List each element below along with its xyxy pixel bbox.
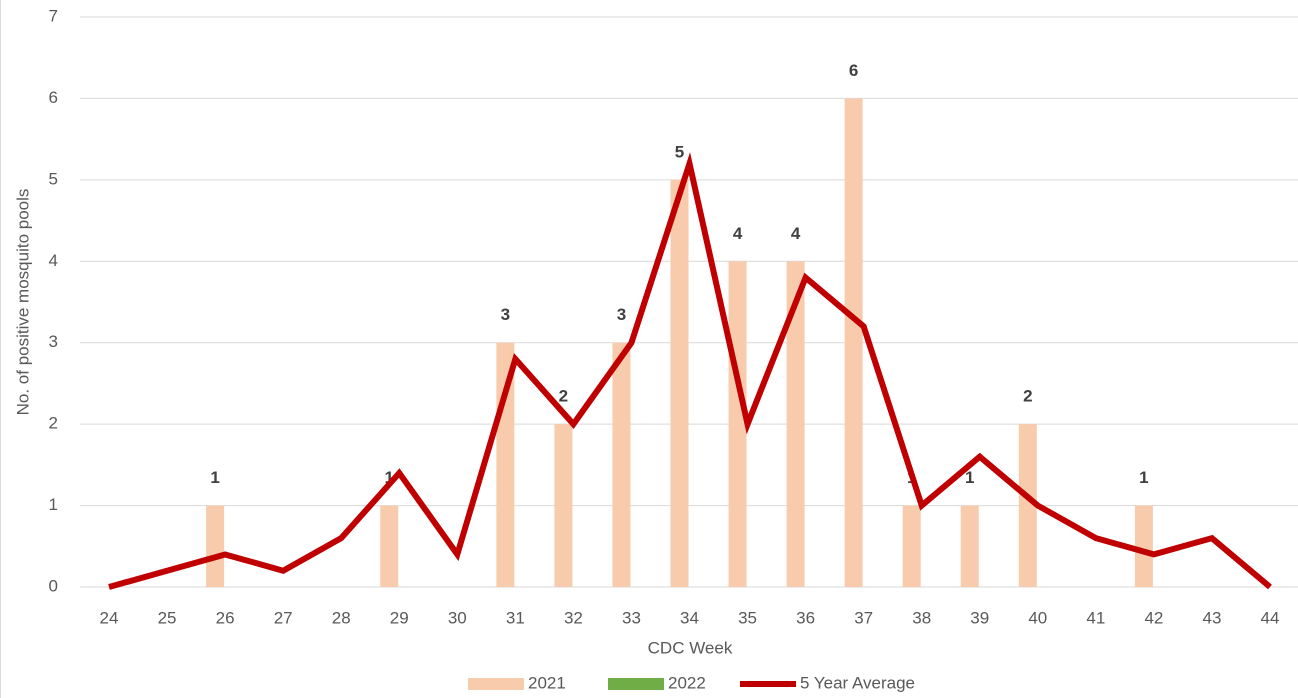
data-label: 1 xyxy=(210,468,219,487)
data-label: 5 xyxy=(675,142,684,161)
data-label: 4 xyxy=(791,224,801,243)
legend-label: 5 Year Average xyxy=(800,673,915,692)
x-tick-label: 26 xyxy=(216,608,235,627)
y-tick-label: 2 xyxy=(49,414,58,433)
legend-swatch xyxy=(468,678,524,690)
x-tick-label: 30 xyxy=(448,608,467,627)
data-label: 4 xyxy=(733,224,743,243)
y-tick-label: 7 xyxy=(49,6,58,25)
x-tick-label: 44 xyxy=(1261,608,1280,627)
data-label: 1 xyxy=(385,468,394,487)
x-tick-label: 40 xyxy=(1028,608,1047,627)
bar xyxy=(670,179,689,587)
legend-swatch xyxy=(608,678,664,690)
bar xyxy=(380,505,399,587)
data-label: 3 xyxy=(617,305,626,324)
data-label: 1 xyxy=(1139,468,1148,487)
bar xyxy=(612,342,631,587)
line xyxy=(108,152,1272,590)
bar xyxy=(1134,505,1153,587)
x-tick-label: 27 xyxy=(274,608,293,627)
y-tick-label: 1 xyxy=(49,495,58,514)
x-tick-label: 33 xyxy=(622,608,641,627)
y-tick-label: 0 xyxy=(49,576,58,595)
x-tick-label: 39 xyxy=(970,608,989,627)
x-tick-label: 36 xyxy=(796,608,815,627)
data-label: 3 xyxy=(501,305,510,324)
x-tick-label: 42 xyxy=(1144,608,1163,627)
y-tick-label: 6 xyxy=(49,88,58,107)
bar xyxy=(786,261,805,587)
data-label: 1 xyxy=(965,468,974,487)
x-tick-label: 34 xyxy=(680,608,699,627)
x-tick-label: 29 xyxy=(390,608,409,627)
x-tick-label: 35 xyxy=(738,608,757,627)
bar xyxy=(960,505,979,587)
x-tick-label: 37 xyxy=(854,608,873,627)
x-tick-label: 31 xyxy=(506,608,525,627)
bar xyxy=(554,424,573,587)
legend-label: 2022 xyxy=(668,673,706,692)
x-tick-label: 43 xyxy=(1202,608,1221,627)
y-tick-label: 4 xyxy=(49,251,58,270)
x-tick-label: 28 xyxy=(332,608,351,627)
bar xyxy=(844,98,863,587)
data-label: 6 xyxy=(849,61,858,80)
y-tick-label: 3 xyxy=(49,332,58,351)
y-axis-label: No. of positive mosquito pools xyxy=(13,189,32,416)
x-tick-label: 32 xyxy=(564,608,583,627)
x-tick-label: 24 xyxy=(100,608,119,627)
bar xyxy=(1018,424,1037,587)
x-tick-label: 41 xyxy=(1086,608,1105,627)
y-tick-label: 5 xyxy=(49,169,58,188)
x-axis-label: CDC Week xyxy=(648,638,733,657)
legend-label: 2021 xyxy=(528,673,566,692)
bar xyxy=(728,261,747,587)
data-label: 2 xyxy=(559,387,568,406)
x-tick-label: 25 xyxy=(158,608,177,627)
bar xyxy=(902,505,921,587)
x-tick-label: 38 xyxy=(912,608,931,627)
data-label: 2 xyxy=(1023,387,1032,406)
bar xyxy=(206,505,225,587)
